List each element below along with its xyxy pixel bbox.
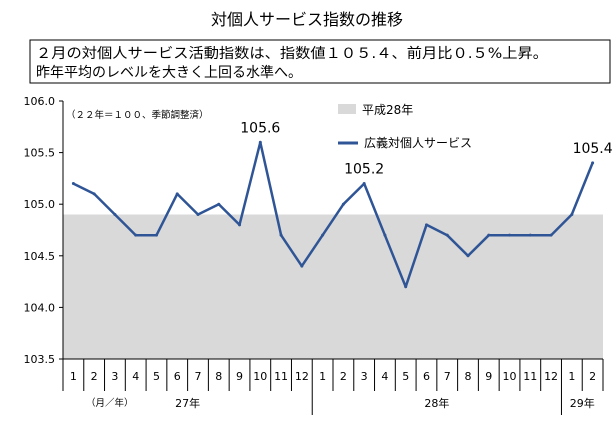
data-point: [154, 233, 158, 237]
x-tick-label: 10: [503, 370, 517, 383]
x-tick-label: 11: [523, 370, 537, 383]
x-tick-label: 2: [340, 370, 347, 383]
data-point: [591, 161, 595, 165]
note-box: [29, 39, 611, 84]
x-year-label: 29年: [570, 396, 595, 410]
y-tick-label: 104.5: [24, 250, 56, 263]
data-point: [549, 233, 553, 237]
x-tick-label: 5: [402, 370, 409, 383]
data-point: [466, 254, 470, 258]
series-line: [72, 141, 594, 289]
data-point: [508, 233, 512, 237]
y-tick-label: 103.5: [24, 353, 56, 366]
legend-band-swatch: [338, 104, 356, 114]
data-label: 105.2: [344, 162, 384, 178]
band-average-area: [63, 214, 603, 359]
data-point: [217, 202, 221, 206]
x-tick-label: 9: [236, 370, 243, 383]
x-tick-label: 6: [174, 370, 181, 383]
x-tick-label: 2: [589, 370, 596, 383]
x-tick-label: 12: [295, 370, 309, 383]
x-tick-label: 6: [423, 370, 430, 383]
data-label: 105.4: [573, 141, 613, 157]
data-label: 105.6: [240, 120, 280, 136]
y-tick-label: 105.5: [24, 147, 56, 160]
x-tick-label: 10: [253, 370, 267, 383]
data-point: [92, 192, 96, 196]
data-point: [71, 182, 75, 186]
data-point: [383, 233, 387, 237]
data-point: [134, 233, 138, 237]
x-tick-label: 2: [91, 370, 98, 383]
data-point: [487, 233, 491, 237]
data-point: [258, 140, 262, 144]
note-line-2: 昨年平均のレベルを大きく上回る水準へ。: [36, 65, 302, 81]
data-point: [528, 233, 532, 237]
x-tick-label: 11: [274, 370, 288, 383]
x-tick-label: 3: [361, 370, 368, 383]
data-point: [341, 202, 345, 206]
x-tick-label: 5: [153, 370, 160, 383]
data-point: [279, 233, 283, 237]
x-tick-label: 8: [465, 370, 472, 383]
chart-title: 対個人サービス指数の推移: [211, 10, 403, 29]
data-point: [175, 192, 179, 196]
data-point: [238, 223, 242, 227]
data-point: [445, 233, 449, 237]
x-tick-label: 4: [381, 370, 388, 383]
x-tick-label: 12: [544, 370, 558, 383]
data-point: [404, 285, 408, 289]
data-point: [362, 182, 366, 186]
data-point: [113, 213, 117, 217]
legend-line-label: 広義対個人サービス: [364, 135, 472, 150]
y-tick-label: 104.0: [24, 301, 56, 314]
unit-label: （月／年）: [86, 397, 134, 409]
x-year-label: 27年: [175, 396, 200, 410]
x-tick-label: 7: [444, 370, 451, 383]
x-tick-label: 1: [568, 370, 575, 383]
legend-band-label: 平成28年: [362, 103, 413, 117]
x-tick-label: 7: [195, 370, 202, 383]
note-line-1: ２月の対個人サービス活動指数は、指数値１０５.４、前月比０.５%上昇。: [36, 45, 548, 62]
base-note: （２２年＝１００、季節調整済）: [66, 109, 209, 121]
x-tick-label: 4: [132, 370, 139, 383]
data-point: [300, 264, 304, 268]
y-tick-label: 105.0: [24, 198, 56, 211]
x-year-label: 28年: [424, 396, 449, 410]
x-tick-label: 9: [485, 370, 492, 383]
y-tick-label: 106.0: [24, 95, 56, 108]
x-tick-label: 1: [319, 370, 326, 383]
data-point: [424, 223, 428, 227]
data-point: [570, 213, 574, 217]
x-tick-label: 8: [215, 370, 222, 383]
x-tick-label: 1: [70, 370, 77, 383]
x-tick-label: 3: [111, 370, 118, 383]
data-point: [196, 213, 200, 217]
data-point: [321, 233, 325, 237]
